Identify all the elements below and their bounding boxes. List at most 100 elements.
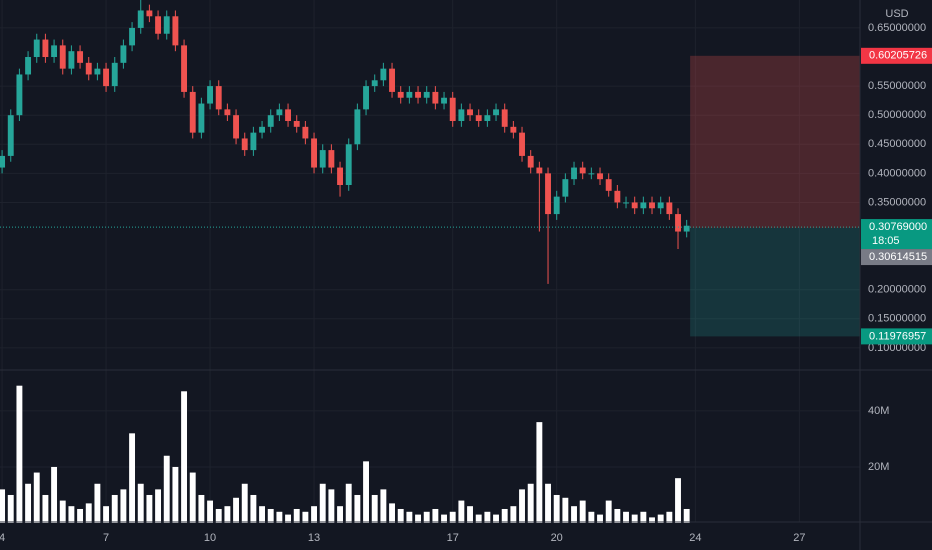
volume-bar <box>276 511 283 523</box>
volume-bar <box>215 508 222 523</box>
volume-bar <box>337 506 343 523</box>
candle-body <box>276 109 283 116</box>
volume-bar <box>363 461 369 523</box>
candle-body <box>666 202 673 215</box>
candle-body <box>614 190 621 203</box>
candle-body <box>363 86 369 110</box>
candle-body <box>293 121 300 127</box>
volume-bar <box>224 506 231 523</box>
volume-bar <box>458 500 465 523</box>
volume-tick-label: 20M <box>868 461 889 473</box>
volume-bar <box>666 511 673 523</box>
candle-body <box>484 115 491 122</box>
volume-bar <box>207 500 214 523</box>
volume-bar <box>85 503 92 523</box>
volume-bar <box>311 506 317 523</box>
candle-body <box>605 179 612 191</box>
currency: USD <box>885 8 908 20</box>
candle-body <box>285 109 291 122</box>
candle-body <box>588 173 595 175</box>
candle-body <box>103 68 110 87</box>
volume-bar <box>597 514 603 523</box>
volume-bar <box>59 500 66 523</box>
candle-body <box>683 225 690 232</box>
x-tick-label: 10 <box>204 532 216 544</box>
target-badge-label: 0.11976957 <box>869 330 926 342</box>
volume-bar <box>371 494 378 523</box>
volume-bar <box>579 500 586 523</box>
x-tick-label: 7 <box>103 532 109 544</box>
candle-body <box>198 103 205 133</box>
volume-bar <box>25 483 32 523</box>
y-tick-label: 0.35000000 <box>868 196 926 208</box>
volume-bar <box>233 497 240 523</box>
candle-body <box>233 115 240 139</box>
plot <box>0 0 860 523</box>
candle-body <box>207 86 214 104</box>
entry-badge-label: 0.30614515 <box>869 251 927 263</box>
candle-body <box>432 91 439 104</box>
candle-body <box>0 155 6 168</box>
volume-bar <box>588 511 595 523</box>
volume-bar <box>562 497 569 523</box>
candle-body <box>7 115 14 156</box>
volume-bar <box>389 503 395 523</box>
volume-bar <box>423 511 430 523</box>
candle-body <box>371 80 378 87</box>
candle-body <box>189 91 196 133</box>
candle-body <box>519 132 525 156</box>
candle-body <box>553 196 560 215</box>
candle-body <box>59 45 66 69</box>
volume-bar <box>345 483 352 523</box>
candle-body <box>389 68 395 92</box>
candle-body <box>311 138 317 168</box>
candle-body <box>224 109 231 116</box>
volume-bar <box>501 508 508 523</box>
volume-bar <box>510 506 517 523</box>
candle-body <box>215 86 222 110</box>
candle-body <box>137 10 144 28</box>
candle-body <box>675 214 681 232</box>
volume-bar <box>631 514 638 523</box>
y-tick-label: 0.20000000 <box>868 284 926 296</box>
volume-bar <box>7 494 14 523</box>
volume-bar <box>302 511 309 523</box>
candle-body <box>146 10 153 17</box>
volume-bar <box>129 433 136 523</box>
x-tick-label: 4 <box>0 532 5 544</box>
candle-body <box>68 51 75 69</box>
volume-bar <box>250 494 257 523</box>
y-tick-label: 0.55000000 <box>868 80 926 92</box>
stop-badge-label: 0.60205726 <box>869 50 927 62</box>
volume-bar <box>475 514 482 523</box>
volume-bar <box>94 483 101 523</box>
candle-body <box>631 202 638 209</box>
volume-bar <box>441 514 447 523</box>
candle-body <box>510 126 517 133</box>
candle-body <box>25 57 32 75</box>
candle-body <box>16 74 23 116</box>
candle-body <box>501 109 508 127</box>
candle-body <box>328 150 335 168</box>
y-tick-label: 0.50000000 <box>868 109 926 121</box>
candle-body <box>77 51 84 63</box>
x-tick-label: 13 <box>308 532 320 544</box>
volume-bar <box>285 514 291 523</box>
candle-body <box>129 27 136 46</box>
volume-bar <box>68 506 75 523</box>
volume-bar <box>189 472 196 523</box>
candle-body <box>458 109 465 122</box>
candle-body <box>579 167 586 174</box>
volume-bar <box>319 483 326 523</box>
candle-body <box>241 138 248 151</box>
candle-body <box>94 68 101 75</box>
candle-body <box>657 202 664 209</box>
volume-bar <box>406 511 413 523</box>
candle-body <box>536 167 543 174</box>
volume-bar <box>77 508 84 523</box>
volume-bar <box>241 483 248 523</box>
target-badge <box>861 328 932 345</box>
volume-bar <box>467 506 473 523</box>
volume-bar <box>527 483 534 523</box>
y-tick-label: 0.10000000 <box>868 342 926 354</box>
